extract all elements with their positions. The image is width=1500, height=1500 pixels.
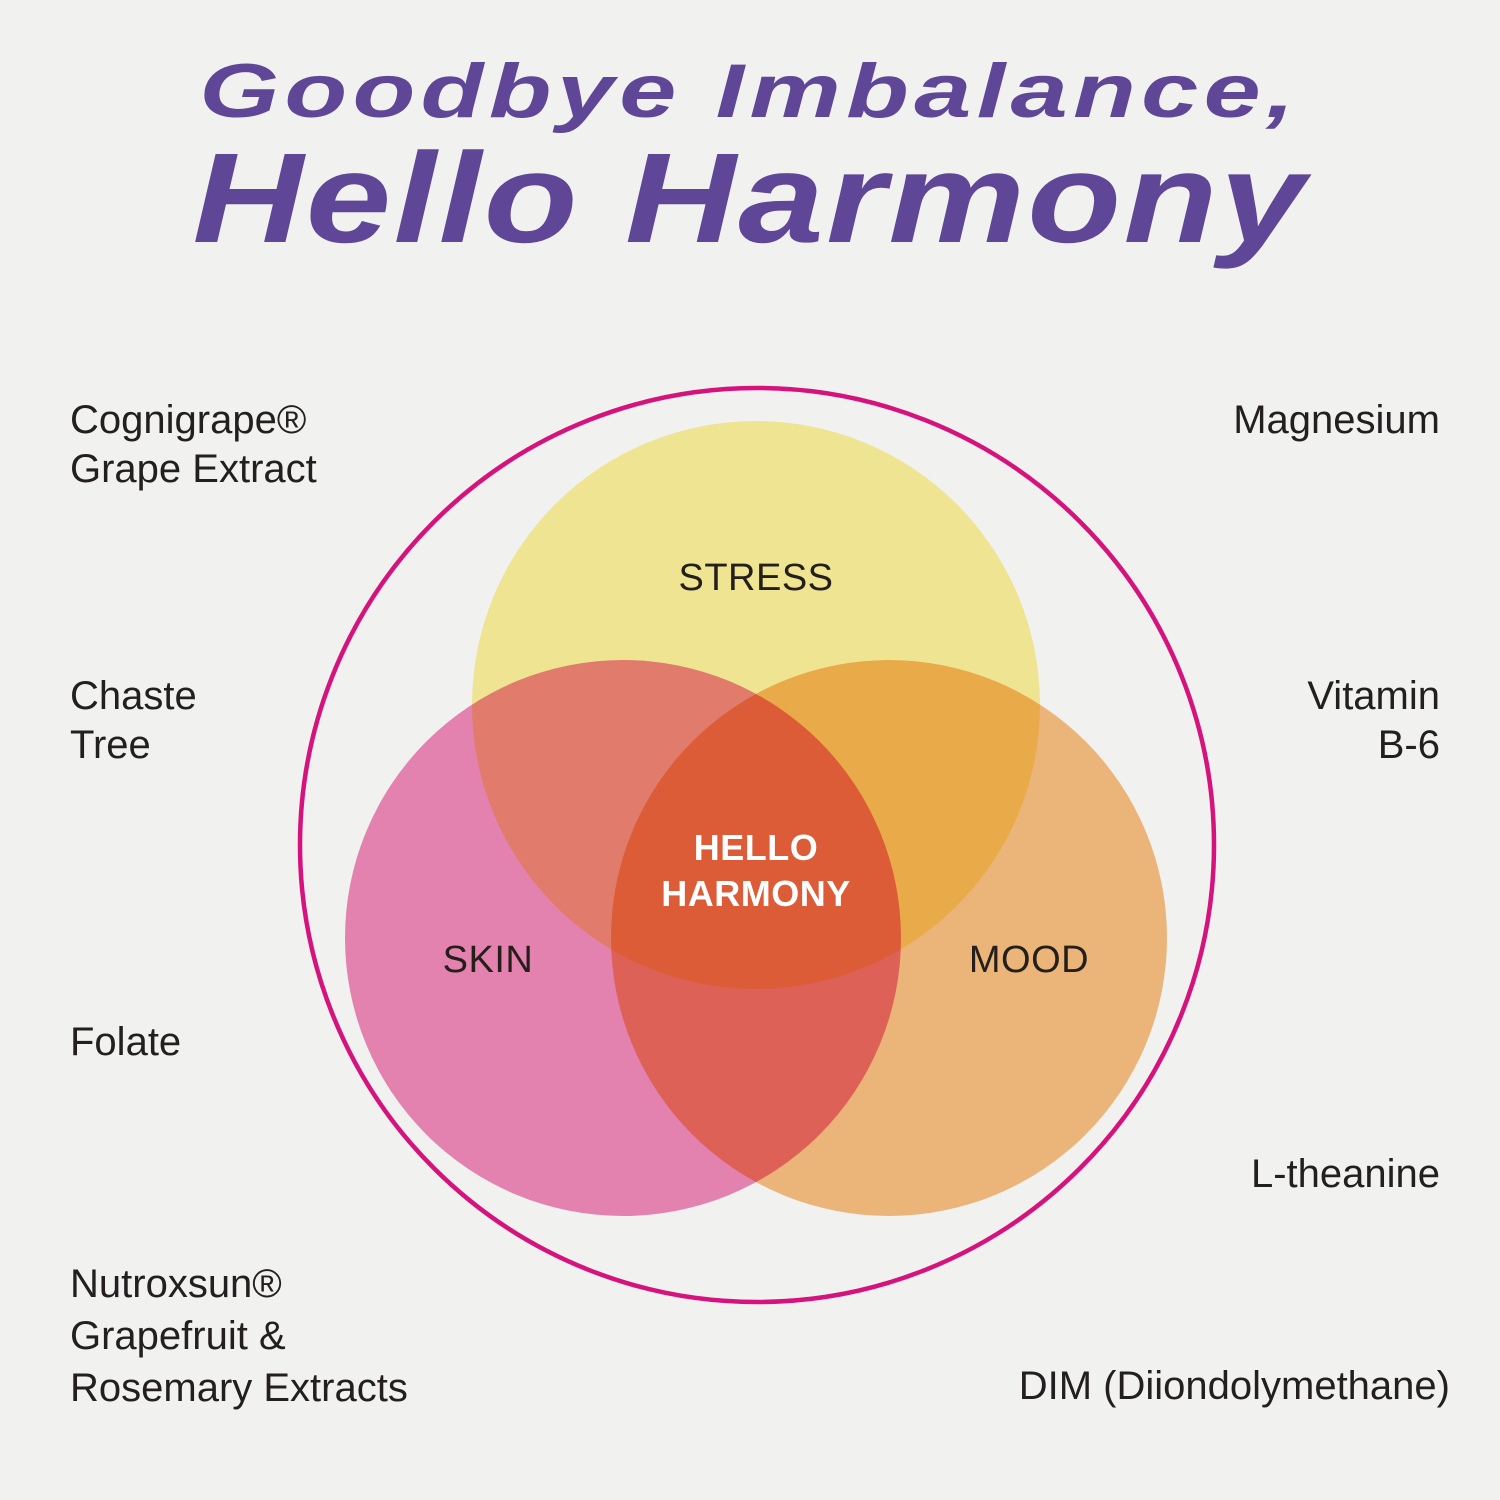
svg-text:STRESS: STRESS [678, 557, 833, 599]
svg-text:HELLO: HELLO [694, 827, 819, 868]
svg-text:SKIN: SKIN [443, 939, 534, 981]
svg-text:HARMONY: HARMONY [661, 873, 851, 914]
svg-text:MOOD: MOOD [969, 939, 1089, 981]
